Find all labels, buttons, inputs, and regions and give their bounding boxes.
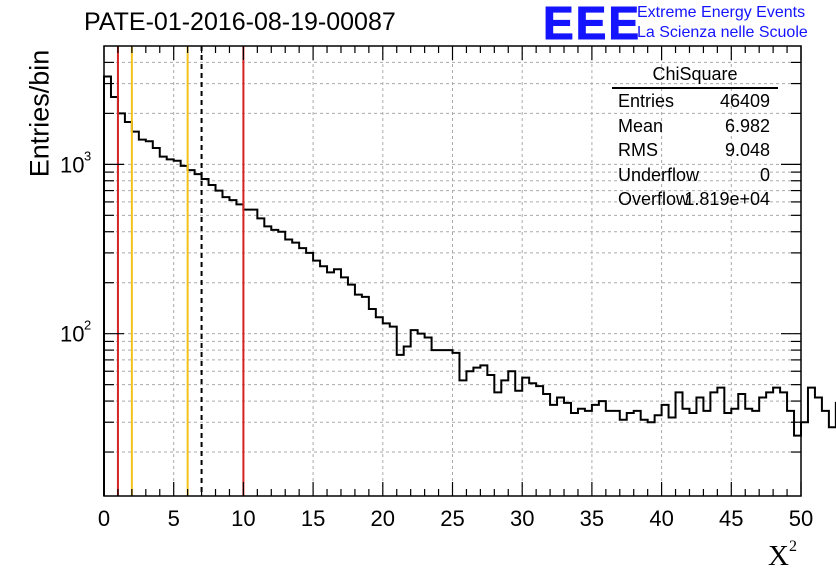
stats-row-entries: Entries 46409	[610, 89, 778, 114]
y-axis-label: Entries/bin	[24, 49, 55, 178]
y-tick-label: 10	[60, 152, 84, 177]
x-tick-label: 15	[301, 506, 325, 531]
x-axis-label-base: X	[768, 540, 789, 572]
x-tick-label: 5	[168, 506, 180, 531]
x-tick-label: 50	[789, 506, 813, 531]
x-tick-label: 0	[98, 506, 110, 531]
stats-value: 6.982	[724, 115, 770, 136]
stats-value: 9.048	[724, 140, 770, 160]
x-tick-label: 30	[510, 506, 534, 531]
stats-row-mean: Mean 6.982	[610, 114, 778, 139]
stats-key: Underflow	[618, 164, 700, 185]
y-tick-label-exponent: 2	[84, 318, 91, 333]
stats-box: ChiSquare Entries 46409 Mean 6.982 RMS 9…	[610, 62, 778, 212]
x-tick-label: 10	[231, 506, 255, 531]
stats-row-overflow: Overflow 1.819e+04	[610, 187, 778, 212]
stats-value: 46409	[719, 91, 770, 111]
logo-line-1: Extreme Energy Events	[637, 4, 806, 21]
stats-key: Entries	[618, 91, 675, 111]
stats-row-underflow: Underflow 0	[610, 163, 778, 188]
x-tick-label: 25	[440, 506, 464, 531]
y-tick-label-exponent: 3	[84, 148, 91, 163]
x-axis-label: X2	[768, 538, 797, 573]
stats-row-rms: RMS 9.048	[610, 138, 778, 163]
stats-key: RMS	[618, 140, 658, 160]
x-tick-label: 45	[719, 506, 743, 531]
chart-title: PATE-01-2016-08-19-00087	[84, 8, 396, 36]
eee-logo: EEE	[542, 0, 642, 49]
x-tick-label: 20	[371, 506, 395, 531]
stats-key: Overflow	[618, 189, 690, 209]
histogram-series	[103, 75, 836, 496]
x-axis-label-exponent: 2	[788, 538, 797, 555]
y-tick-label: 10	[60, 322, 84, 347]
stats-key: Mean	[618, 115, 664, 136]
x-tick-label: 40	[649, 506, 673, 531]
x-tick-label: 35	[580, 506, 604, 531]
stats-value: 1.819e+04	[684, 189, 770, 209]
logo-line-2: La Scienza nelle Scuole	[637, 24, 808, 41]
stats-box-title: ChiSquare	[612, 62, 778, 89]
stats-value: 0	[759, 164, 770, 185]
